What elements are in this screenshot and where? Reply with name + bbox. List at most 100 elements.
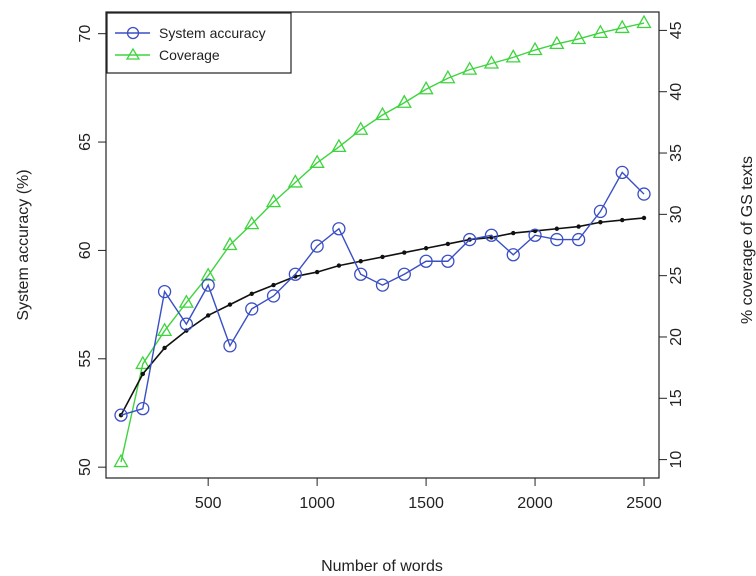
trend-point [336, 263, 342, 268]
coverage-point [244, 215, 260, 230]
trend-point [249, 291, 254, 296]
trend-point [598, 220, 603, 225]
coverage-line [120, 22, 645, 463]
system-accuracy-line [120, 171, 645, 416]
legend-coverage-label: Coverage [159, 47, 220, 63]
y2-tick-label: 25 [668, 267, 685, 285]
y-tick-label: 70 [77, 25, 94, 43]
coverage-point [178, 294, 194, 308]
trend-point [511, 230, 516, 236]
trend-point [445, 241, 451, 247]
coverage-point [156, 322, 173, 336]
system-accuracy-point [593, 204, 608, 219]
coverage-point [614, 19, 630, 34]
y2-tick-label: 40 [668, 83, 685, 101]
coverage-point [353, 121, 369, 135]
y2-tick-label: 30 [668, 205, 685, 223]
y2-tick-label: 10 [668, 451, 685, 469]
coverage-point [592, 24, 609, 38]
x-axis-title: Number of words [321, 558, 443, 575]
coverage-point [483, 55, 500, 69]
y-tick-label: 50 [77, 458, 94, 476]
trend-point [402, 250, 407, 255]
trend-point [162, 345, 167, 351]
system-accuracy-point [201, 278, 215, 292]
system-accuracy-point [179, 317, 194, 331]
coverage-point [222, 236, 238, 251]
system-accuracy-point [637, 187, 651, 201]
coverage-point [265, 193, 282, 208]
system-accuracy-point [114, 408, 128, 422]
system-accuracy-point [441, 254, 455, 268]
trend-point [554, 226, 560, 231]
coverage-point [374, 106, 391, 121]
coverage-point [113, 453, 129, 468]
trend-point [641, 215, 647, 221]
y2-tick-label: 20 [668, 328, 685, 346]
plot-frame [105, 11, 660, 479]
system-accuracy-point [463, 232, 477, 247]
system-accuracy-point [550, 232, 564, 247]
trend-point [358, 259, 363, 264]
x-tick-label: 500 [195, 495, 222, 512]
coverage-point [571, 30, 587, 45]
coverage-point [135, 355, 151, 370]
y-axis-title: System accuracy (%) [15, 169, 32, 320]
coverage-point [331, 138, 347, 153]
x-tick-label: 1000 [299, 495, 335, 512]
system-accuracy-point [223, 339, 237, 353]
legend-coverage-marker [125, 47, 141, 60]
trend-point [227, 302, 233, 307]
legend-system-accuracy-label: System accuracy [159, 25, 266, 41]
system-accuracy-point [506, 248, 520, 262]
y2-tick-label: 35 [668, 144, 685, 162]
coverage-point [309, 154, 325, 168]
coverage-point [418, 80, 434, 95]
coverage-point [636, 14, 652, 29]
trend-point [314, 269, 320, 275]
trend-point [205, 313, 211, 318]
x-tick-label: 2500 [626, 495, 662, 512]
x-tick-label: 2000 [517, 495, 553, 512]
system-accuracy-point [354, 267, 368, 281]
coverage-point [440, 69, 456, 84]
system-accuracy-point [245, 302, 259, 316]
coverage-point [396, 94, 412, 108]
legend-box [106, 12, 292, 74]
system-accuracy-point [332, 222, 346, 236]
y2-tick-label: 45 [668, 21, 685, 39]
coverage-point [287, 174, 303, 188]
y-tick-label: 65 [77, 133, 94, 151]
trend-point [423, 246, 429, 251]
trend-point [380, 254, 385, 260]
system-accuracy-point [615, 165, 629, 180]
trend-point [620, 217, 625, 223]
system-accuracy-point [528, 228, 542, 242]
trend-point [271, 282, 276, 288]
legend-system-accuracy-marker [126, 26, 140, 40]
system-accuracy-point [375, 278, 390, 292]
trend-point [576, 224, 581, 229]
trend-line [120, 217, 645, 416]
y2-axis-title: % coverage of GS texts [739, 156, 756, 324]
system-accuracy-point [419, 254, 433, 268]
system-accuracy-point [397, 267, 411, 281]
y-tick-label: 55 [77, 350, 94, 368]
coverage-point [505, 49, 521, 63]
system-accuracy-point [157, 284, 172, 299]
x-tick-label: 1500 [408, 495, 444, 512]
coverage-point [200, 267, 216, 281]
system-accuracy-point [288, 267, 302, 281]
system-accuracy-point [136, 401, 150, 416]
system-accuracy-point [484, 228, 499, 242]
coverage-point [549, 35, 565, 50]
system-accuracy-point [266, 289, 281, 303]
system-accuracy-point [310, 239, 324, 253]
y2-tick-label: 15 [668, 389, 685, 407]
coverage-point [462, 61, 478, 75]
y-tick-label: 60 [77, 241, 94, 259]
coverage-point [527, 41, 543, 56]
trend-point [140, 371, 145, 377]
